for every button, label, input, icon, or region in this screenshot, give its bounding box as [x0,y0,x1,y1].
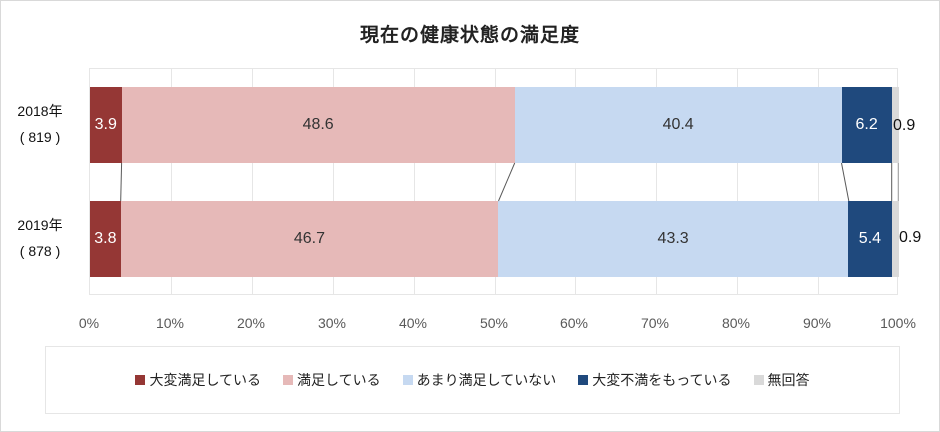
data-label: 5.4 [858,230,882,247]
x-tick: 70% [640,315,670,331]
data-label-no-answer-2018: 0.9 [893,117,916,134]
data-label: 3.8 [94,230,117,247]
legend-item: 満足している [283,370,381,390]
segment-very-dissatisfied: 5.4 [848,201,892,277]
data-label: 43.3 [657,230,689,247]
segment-very-satisfied: 3.8 [90,201,121,277]
gridline [251,69,253,294]
legend-label: 満足している [297,373,381,389]
legend-swatch-icon [283,375,294,385]
segment-satisfied: 46.7 [120,201,499,277]
legend-label: 無回答 [767,373,810,389]
category-year: 2019年 [17,217,63,233]
data-label: 46.7 [293,230,325,247]
segment-very-dissatisfied: 6.2 [841,87,892,163]
category-label-2018: 2018年 ( 819 ) [0,98,80,150]
category-n: ( 878 ) [19,243,61,259]
legend-label: 大変不満をもっている [592,373,732,389]
data-label: 3.9 [94,116,117,133]
segment-not-very-satisfied: 40.4 [514,87,842,163]
plot-area: 3.9 48.6 40.4 6.2 3.8 46.7 43.3 5.4 [89,68,899,295]
x-tick: 30% [317,315,347,331]
x-tick: 0% [78,315,100,331]
data-label: 48.6 [302,116,334,133]
x-tick: 40% [398,315,428,331]
gridline [332,69,334,294]
gridline [575,69,577,294]
series-lines [120,162,899,202]
legend-swatch-icon [135,375,146,385]
legend-swatch-icon [402,375,413,385]
legend-swatch-icon [578,375,589,385]
segment-no-answer [891,87,899,163]
category-year: 2018年 [17,103,63,119]
gridline [818,69,820,294]
x-tick: 100% [880,315,916,331]
legend: 大変満足している 満足している あまり満足していない 大変不満をもっている 無回… [45,346,900,414]
segment-no-answer [891,201,899,277]
x-tick: 90% [802,315,832,331]
data-label: 6.2 [855,116,878,133]
bar-2018: 3.9 48.6 40.4 6.2 [90,87,899,163]
segment-very-satisfied: 3.9 [90,87,122,163]
category-label-2019: 2019年 ( 878 ) [0,212,80,264]
x-tick: 10% [155,315,185,331]
x-tick: 60% [559,315,589,331]
x-tick: 20% [236,315,266,331]
segment-not-very-satisfied: 43.3 [498,201,849,277]
legend-item: 無回答 [753,370,810,390]
data-label-no-answer-2019: 0.9 [899,229,922,246]
legend-item: 大変不満をもっている [578,370,732,390]
legend-label: あまり満足していない [416,373,557,389]
legend-label: 大変満足している [149,373,262,389]
gridline [413,69,415,294]
gridline [656,69,658,294]
legend-item: あまり満足していない [402,370,557,390]
chart-title: 現在の健康状態の満足度 [359,24,580,46]
legend-swatch-icon [753,375,764,385]
category-n: ( 819 ) [19,129,61,145]
segment-satisfied: 48.6 [121,87,515,163]
x-tick: 50% [479,315,509,331]
gridline [737,69,739,294]
legend-item: 大変満足している [135,370,261,390]
gridline [494,69,496,294]
x-tick: 80% [721,315,751,331]
bar-2019: 3.8 46.7 43.3 5.4 [90,201,899,277]
data-label: 40.4 [662,116,694,133]
gridline [170,69,172,294]
